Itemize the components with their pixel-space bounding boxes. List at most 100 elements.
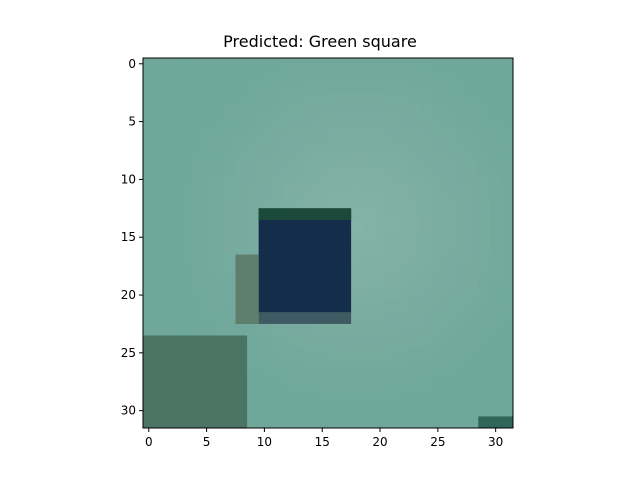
pixel-cell — [281, 92, 294, 105]
pixel-cell — [351, 393, 364, 406]
pixel-cell — [212, 312, 225, 325]
pixel-cell — [247, 115, 260, 128]
pixel-cell — [466, 416, 479, 429]
pixel-cell — [316, 127, 329, 140]
pixel-cell — [408, 266, 421, 279]
pixel-cell — [270, 335, 283, 348]
pixel-cell — [489, 254, 502, 267]
pixel-cell — [177, 92, 190, 105]
pixel-cell — [385, 243, 398, 256]
pixel-cell — [455, 358, 468, 371]
pixel-cell — [408, 196, 421, 209]
pixel-cell — [212, 150, 225, 163]
x-tick-label: 15 — [315, 435, 330, 449]
pixel-cell — [143, 92, 156, 105]
pixel-cell — [374, 81, 387, 94]
pixel-cell — [443, 370, 456, 383]
pixel-cell — [316, 416, 329, 429]
pixel-cell — [408, 277, 421, 290]
pixel-cell — [189, 243, 202, 256]
pixel-cell — [189, 277, 202, 290]
pixel-cell — [408, 92, 421, 105]
y-tick-label: 20 — [121, 288, 136, 302]
pixel-cell — [351, 289, 364, 302]
pixel-cell — [189, 300, 202, 313]
pixel-cell — [478, 104, 491, 117]
pixel-cell — [235, 81, 248, 94]
pixel-cell — [293, 381, 306, 394]
pixel-cell — [200, 312, 213, 325]
pixel-cell — [501, 58, 514, 71]
pixel-cell — [489, 208, 502, 221]
pixel-cell — [143, 162, 156, 175]
pixel-cell — [455, 254, 468, 267]
pixel-cell — [258, 162, 271, 175]
pixel-cell — [293, 404, 306, 417]
pixel-cell — [455, 266, 468, 279]
pixel-cell — [200, 173, 213, 186]
pixel-cell — [270, 115, 283, 128]
pixel-cell — [212, 300, 225, 313]
pixel-cell — [281, 381, 294, 394]
pixel-cell — [408, 370, 421, 383]
pixel-cell — [374, 104, 387, 117]
pixel-cell — [235, 115, 248, 128]
pixel-cell — [478, 58, 491, 71]
pixel-cell — [443, 81, 456, 94]
pixel-cell — [258, 127, 271, 140]
pixel-cell — [143, 312, 156, 325]
pixel-cell — [143, 196, 156, 209]
pixel-cell — [362, 69, 375, 82]
pixel-cell — [293, 185, 306, 198]
pixel-cell — [281, 185, 294, 198]
pixel-cell — [420, 162, 433, 175]
pixel-cell — [281, 323, 294, 336]
pixel-cell — [328, 323, 341, 336]
pixel-cell — [362, 254, 375, 267]
pixel-cell — [293, 162, 306, 175]
pixel-cell — [212, 254, 225, 267]
pixel-cell — [443, 254, 456, 267]
pixel-cell — [212, 58, 225, 71]
pixel-cell — [258, 404, 271, 417]
pixel-cell — [154, 150, 167, 163]
pixel-cell — [247, 381, 260, 394]
pixel-cell — [316, 58, 329, 71]
pixel-cell — [223, 127, 236, 140]
pixel-cell — [177, 208, 190, 221]
pixel-cell — [166, 219, 179, 232]
pixel-cell — [489, 150, 502, 163]
pixel-cell — [304, 104, 317, 117]
pixel-cell — [374, 277, 387, 290]
y-tick-label: 0 — [128, 57, 136, 71]
pixel-cell — [177, 69, 190, 82]
pixel-cell — [200, 219, 213, 232]
pixel-cell — [166, 243, 179, 256]
pixel-cell — [351, 381, 364, 394]
pixel-cell — [385, 115, 398, 128]
pixel-cell — [304, 393, 317, 406]
pixel-cell — [501, 231, 514, 244]
pixel-cell — [339, 173, 352, 186]
pixel-cell — [397, 115, 410, 128]
pixel-cell — [154, 92, 167, 105]
pixel-cell — [489, 58, 502, 71]
pixel-cell — [212, 92, 225, 105]
pixel-cell — [328, 115, 341, 128]
pixel-cell — [374, 393, 387, 406]
pixel-cell — [166, 104, 179, 117]
pixel-cell — [189, 185, 202, 198]
pixel-cell — [408, 185, 421, 198]
pixel-cell — [420, 115, 433, 128]
pixel-cell — [466, 173, 479, 186]
pixel-cell — [420, 219, 433, 232]
pixel-cell — [455, 208, 468, 221]
pixel-cell — [432, 231, 445, 244]
pixel-cell — [154, 300, 167, 313]
pixel-cell — [397, 196, 410, 209]
pixel-cell — [374, 289, 387, 302]
pixel-cell — [374, 219, 387, 232]
pixel-cell — [166, 323, 179, 336]
pixel-cell — [223, 185, 236, 198]
pixel-cell — [154, 104, 167, 117]
